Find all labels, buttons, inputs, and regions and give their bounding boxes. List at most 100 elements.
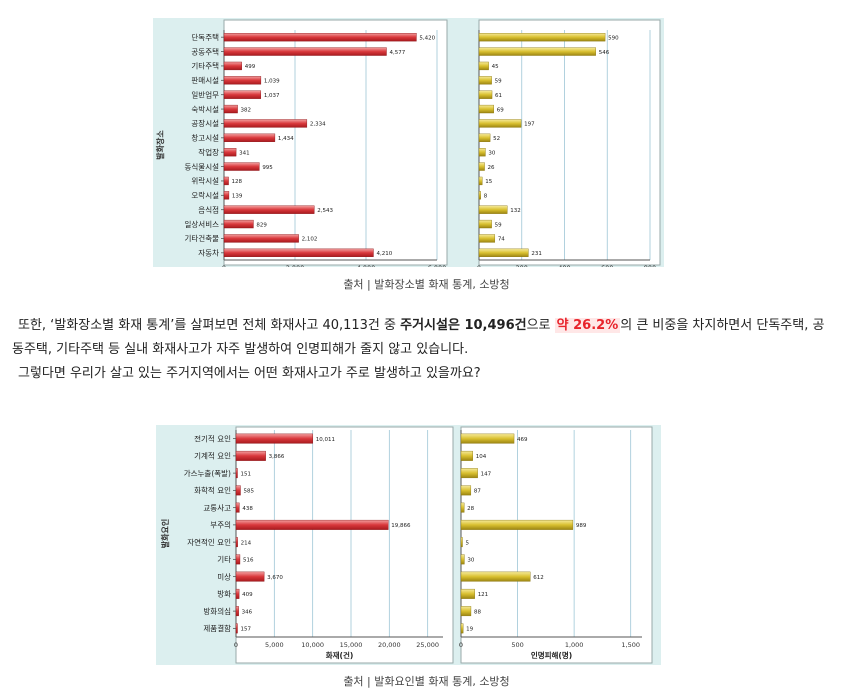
fire-count-value-label: 341	[239, 150, 250, 156]
fire-count-bar	[223, 133, 276, 142]
body-paragraph: 또한, ‘발화장소별 화재 통계’를 살펴보면 전체 화재사고 40,113건 …	[12, 314, 832, 362]
fire-count-bar	[235, 588, 240, 599]
category-label: 위락시설	[191, 177, 219, 186]
casualties-bar	[478, 176, 483, 186]
casualties-bar	[478, 61, 489, 71]
category-label: 미상	[217, 571, 231, 581]
fire-count-bar	[235, 468, 238, 479]
fire-count-value-label: 151	[241, 471, 252, 477]
fire-count-bar	[235, 485, 241, 496]
figure-fire-by-cause: 발화요인 0 5,000 10,000 15,000 20,000 25,000 화재(건) 1…	[156, 425, 661, 665]
fire-count-value-label: 829	[256, 222, 267, 228]
fire-count-value-label: 1,039	[264, 79, 280, 85]
figure-fire-by-location: 발화장소02,0004,0006,000화재(건)5,420단독주택4,577공…	[153, 18, 664, 283]
fire-count-bar	[235, 502, 240, 513]
fire-count-value-label: 3,866	[269, 454, 285, 460]
casualties-value-label: 74	[498, 237, 505, 243]
casualties-value-label: 61	[495, 93, 502, 99]
category-label: 공동주택	[191, 46, 219, 56]
fire-count-bar	[223, 234, 299, 243]
chart-fire-by-location: 발화장소02,0004,0006,000화재(건)5,420단독주택4,577공…	[155, 19, 661, 283]
category-label: 방화	[217, 589, 231, 599]
casualties-panel	[478, 19, 661, 266]
caption-1: 출처 | 발화장소별 화재 통계, 소방청	[343, 278, 510, 291]
casualties-value-label: 59	[495, 222, 502, 228]
fire-count-value-label: 585	[243, 489, 254, 495]
para-question: 그렇다면 우리가 살고 있는 주거지역에서는 어떤 화재사고가 주로 발생하고 …	[18, 366, 481, 381]
casualties-tick-label: 600	[601, 264, 613, 267]
casualties-bar	[478, 162, 485, 171]
casualties-bar	[478, 205, 508, 214]
casualties-bar	[460, 450, 473, 461]
fire-count-x-axis-label: 화재(건)	[326, 650, 354, 660]
casualties-value-label: 45	[492, 64, 499, 70]
category-label: 일반업무	[191, 90, 219, 99]
casualties-tick-label: 0	[459, 641, 463, 649]
category-label: 창고시설	[191, 134, 219, 143]
casualties-bar	[478, 119, 522, 128]
fire-count-value-label: 128	[232, 179, 243, 185]
casualties-value-label: 147	[481, 471, 492, 477]
category-label: 부주의	[210, 520, 231, 530]
fire-count-value-label: 438	[242, 506, 253, 512]
fire-count-bar	[223, 162, 260, 171]
casualties-value-label: 469	[517, 437, 528, 443]
casualties-bar	[460, 588, 475, 599]
casualties-value-label: 546	[599, 50, 610, 56]
casualties-value-label: 5	[466, 540, 470, 546]
fire-count-bar	[223, 191, 230, 200]
para-text-1: 또한, ‘발화장소별 화재 통계’를 살펴보면 전체 화재사고 40,113건 …	[18, 318, 401, 333]
fire-count-value-label: 1,434	[278, 136, 294, 142]
casualties-tick-label: 200	[516, 264, 528, 267]
casualties-bar	[478, 133, 491, 142]
casualties-tick-label: 1,500	[621, 641, 640, 649]
fire-count-value-label: 3,670	[267, 575, 283, 581]
casualties-value-label: 590	[608, 35, 619, 41]
category-label: 교통사고	[203, 503, 231, 512]
casualties-bar	[478, 219, 492, 229]
casualties-value-label: 197	[524, 122, 535, 128]
fire-count-value-label: 2,334	[310, 122, 326, 128]
fire-count-value-label: 409	[242, 592, 253, 598]
fire-count-value-label: 2,102	[302, 237, 318, 243]
casualties-panel	[460, 426, 653, 664]
category-label: 일상서비스	[185, 219, 220, 229]
category-label: 자동차	[198, 249, 219, 258]
category-label: 판매시설	[191, 76, 219, 85]
fire-count-tick-label: 4,000	[357, 264, 376, 267]
fire-count-tick-label: 20,000	[378, 641, 401, 649]
category-label: 기타건축물	[185, 233, 220, 243]
fire-count-value-label: 19,866	[391, 523, 411, 529]
casualties-value-label: 8	[484, 194, 488, 200]
casualties-bar	[460, 623, 464, 634]
fire-count-bar	[223, 205, 315, 214]
fire-count-value-label: 346	[242, 609, 253, 615]
fire-count-value-label: 4,210	[376, 251, 392, 257]
fire-count-bar	[223, 176, 229, 186]
category-label: 기타주택	[191, 61, 219, 71]
fire-count-bar	[223, 76, 262, 85]
fire-count-tick-label: 2,000	[286, 264, 305, 267]
casualties-value-label: 612	[533, 575, 544, 581]
category-label: 화학적 요인	[194, 485, 231, 495]
casualties-value-label: 30	[467, 558, 474, 564]
fire-count-bar	[223, 148, 237, 157]
casualties-bar	[478, 104, 494, 114]
fire-count-value-label: 2,543	[317, 208, 333, 214]
fire-count-bar	[223, 219, 254, 229]
casualties-bar	[478, 47, 596, 56]
casualties-value-label: 59	[495, 79, 502, 85]
fire-count-tick-label: 15,000	[340, 641, 363, 649]
fire-count-value-label: 5,420	[419, 35, 435, 41]
fire-count-bar	[223, 104, 238, 114]
casualties-bar	[460, 571, 531, 582]
fire-count-value-label: 10,011	[316, 437, 335, 443]
category-label: 음식점	[198, 204, 219, 214]
fire-count-value-label: 139	[232, 194, 243, 200]
fire-count-bar	[235, 554, 241, 565]
category-label: 전기적 요인	[194, 433, 231, 443]
para-highlight-percent: 약 26.2%	[554, 318, 621, 333]
category-label: 가스누출(폭발)	[184, 468, 231, 478]
fire-count-bar	[235, 433, 313, 444]
para-highlight-residential: 주거시설은 10,496건	[400, 318, 527, 333]
